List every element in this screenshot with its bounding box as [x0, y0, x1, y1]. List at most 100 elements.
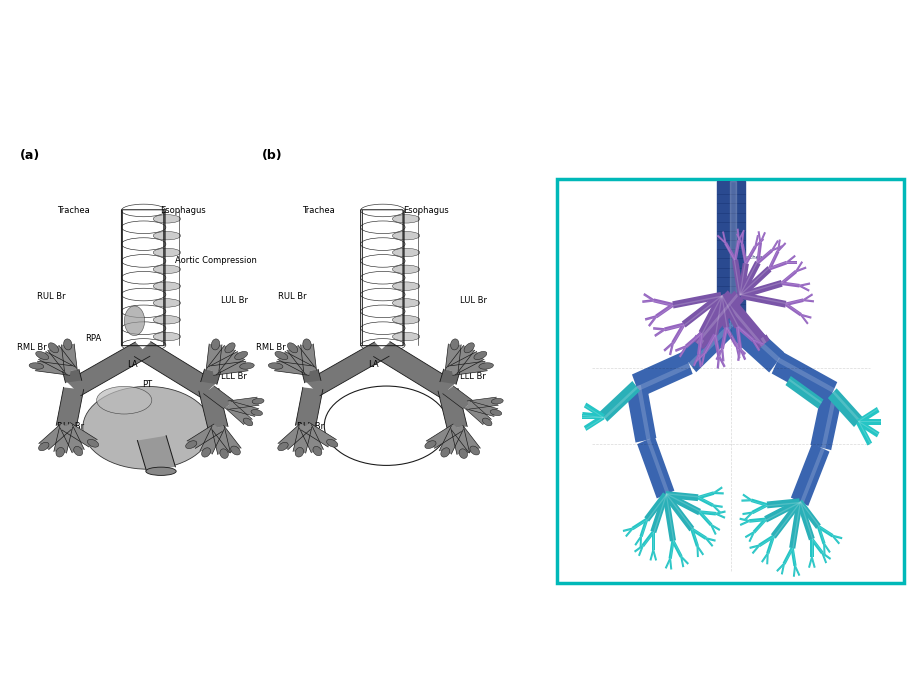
Polygon shape	[777, 239, 779, 251]
Polygon shape	[662, 494, 675, 542]
Polygon shape	[800, 448, 823, 504]
Ellipse shape	[252, 398, 264, 404]
Polygon shape	[199, 388, 228, 429]
Polygon shape	[795, 267, 805, 271]
Ellipse shape	[392, 248, 419, 257]
Polygon shape	[785, 298, 803, 306]
Polygon shape	[739, 268, 768, 295]
Polygon shape	[654, 303, 673, 318]
Polygon shape	[584, 415, 604, 431]
Polygon shape	[780, 270, 796, 285]
Polygon shape	[799, 282, 810, 287]
Ellipse shape	[121, 288, 165, 301]
Polygon shape	[740, 294, 785, 304]
Polygon shape	[802, 294, 811, 300]
Text: Trachea: Trachea	[57, 206, 90, 215]
Polygon shape	[760, 337, 766, 344]
Polygon shape	[683, 295, 721, 326]
Ellipse shape	[479, 363, 493, 369]
Polygon shape	[681, 293, 722, 328]
Text: Esophagus: Esophagus	[403, 206, 448, 215]
Polygon shape	[793, 566, 795, 577]
Polygon shape	[760, 553, 767, 563]
Polygon shape	[717, 290, 767, 350]
Ellipse shape	[74, 446, 83, 455]
Polygon shape	[203, 386, 234, 409]
Polygon shape	[717, 356, 719, 368]
Polygon shape	[802, 299, 813, 302]
Polygon shape	[642, 532, 653, 546]
Polygon shape	[720, 295, 738, 327]
Polygon shape	[641, 520, 647, 537]
Polygon shape	[212, 425, 241, 453]
Polygon shape	[802, 293, 812, 301]
Ellipse shape	[48, 343, 59, 353]
Ellipse shape	[201, 448, 210, 457]
Polygon shape	[599, 381, 640, 422]
Polygon shape	[653, 328, 664, 337]
Polygon shape	[669, 343, 673, 355]
Polygon shape	[287, 346, 315, 373]
Polygon shape	[742, 511, 752, 515]
Polygon shape	[665, 493, 692, 529]
Polygon shape	[649, 550, 653, 561]
Polygon shape	[735, 325, 754, 342]
Polygon shape	[299, 425, 323, 453]
Text: LA: LA	[368, 359, 379, 369]
Polygon shape	[450, 362, 487, 375]
Polygon shape	[789, 501, 801, 549]
Polygon shape	[791, 548, 795, 566]
Polygon shape	[717, 355, 725, 368]
Polygon shape	[673, 324, 684, 343]
Polygon shape	[771, 240, 777, 250]
Polygon shape	[642, 294, 652, 301]
Polygon shape	[794, 566, 799, 575]
Polygon shape	[739, 520, 749, 526]
Polygon shape	[810, 539, 812, 558]
Polygon shape	[811, 539, 822, 553]
Polygon shape	[808, 558, 811, 568]
Ellipse shape	[87, 440, 98, 447]
Polygon shape	[206, 344, 221, 371]
Text: LLL Br: LLL Br	[460, 371, 485, 381]
Polygon shape	[821, 553, 826, 564]
Polygon shape	[743, 246, 756, 264]
Ellipse shape	[153, 333, 180, 341]
Polygon shape	[781, 282, 799, 286]
Polygon shape	[759, 232, 766, 244]
Polygon shape	[655, 305, 673, 317]
Polygon shape	[757, 231, 759, 243]
Polygon shape	[39, 424, 71, 450]
Polygon shape	[715, 511, 725, 513]
Polygon shape	[672, 295, 720, 306]
Polygon shape	[731, 316, 779, 362]
Polygon shape	[750, 498, 766, 506]
Polygon shape	[738, 230, 743, 240]
Polygon shape	[39, 351, 74, 375]
Polygon shape	[646, 439, 669, 494]
Polygon shape	[710, 524, 715, 535]
Polygon shape	[788, 379, 821, 404]
Polygon shape	[669, 541, 673, 559]
Polygon shape	[652, 300, 672, 306]
Polygon shape	[751, 503, 766, 514]
Polygon shape	[54, 426, 73, 453]
Polygon shape	[636, 385, 650, 440]
Polygon shape	[784, 303, 801, 316]
Polygon shape	[741, 232, 743, 244]
Ellipse shape	[121, 255, 165, 267]
Polygon shape	[780, 564, 784, 575]
Polygon shape	[675, 345, 686, 352]
Polygon shape	[671, 324, 685, 344]
Polygon shape	[705, 538, 715, 542]
Polygon shape	[696, 546, 703, 555]
Ellipse shape	[83, 386, 211, 469]
Polygon shape	[582, 415, 603, 418]
Polygon shape	[693, 355, 698, 366]
Polygon shape	[582, 417, 603, 418]
Ellipse shape	[490, 410, 501, 415]
Ellipse shape	[121, 322, 165, 335]
Text: LLL Br: LLL Br	[221, 371, 246, 381]
Polygon shape	[35, 362, 72, 375]
Polygon shape	[691, 529, 706, 538]
